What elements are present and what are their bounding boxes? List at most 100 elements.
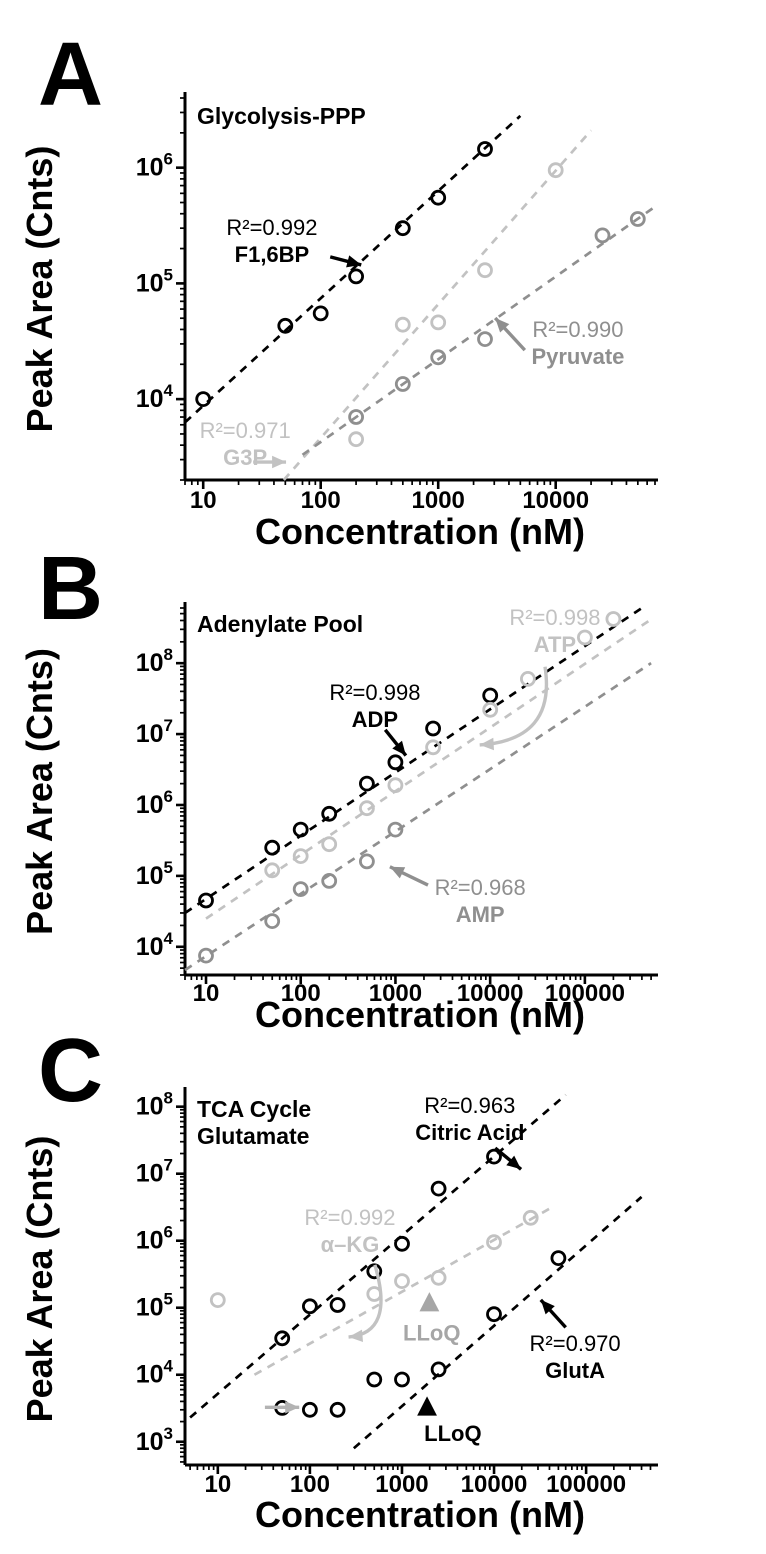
data-point <box>522 1209 539 1226</box>
y-tick-label: 106 <box>136 1223 173 1255</box>
series-ADP <box>184 606 643 915</box>
data-point <box>321 805 338 822</box>
x-tick-label: 100000 <box>545 980 625 1007</box>
annotation-text: R²=0.992 <box>226 215 317 240</box>
annotation-text: AMP <box>456 902 505 927</box>
annotation-text: LLoQ <box>424 1421 481 1446</box>
annotation-text: LLoQ <box>403 1320 460 1345</box>
y-tick-label: 103 <box>136 1424 173 1456</box>
y-tick-label: 105 <box>136 1290 173 1322</box>
x-axis-title: Concentration (nM) <box>255 994 585 1035</box>
y-tick-label: 105 <box>136 858 173 890</box>
data-point <box>425 739 442 756</box>
annotation-text: R²=0.998 <box>509 605 600 630</box>
x-tick-label: 100000 <box>546 1471 626 1498</box>
x-tick-label: 1000 <box>375 1471 428 1498</box>
data-point <box>486 1234 502 1251</box>
data-point <box>195 391 212 408</box>
panel-A-chart: 10 100 1000 10000 104 105 106 Concentration (nM… <box>19 92 658 552</box>
data-point <box>430 1361 447 1378</box>
annotation-text: R²=0.990 <box>532 317 623 342</box>
data-point <box>292 821 309 838</box>
lloq-marker <box>419 1292 440 1312</box>
x-tick-label: 10000 <box>522 487 589 514</box>
x-axis-title: Concentration (nM) <box>255 511 585 552</box>
data-point <box>348 409 365 425</box>
data-point <box>547 162 564 179</box>
x-tick-label: 1000 <box>369 980 422 1007</box>
trend-line <box>352 1195 643 1450</box>
y-tick-label: 104 <box>136 381 174 413</box>
series-G3P <box>281 129 593 481</box>
annotation: LLoQ <box>424 1421 481 1446</box>
data-point <box>264 839 281 856</box>
plot-title: TCA Cycle <box>197 1096 311 1122</box>
x-tick-label: 10 <box>193 980 220 1007</box>
data-point <box>366 1263 383 1280</box>
annotation-arrowhead <box>348 1329 363 1342</box>
panel-B-letter: B <box>38 539 103 639</box>
data-point <box>594 227 611 244</box>
data-point <box>209 1292 226 1309</box>
x-tick-label: 100 <box>281 980 321 1007</box>
x-tick-label: 10000 <box>457 980 524 1007</box>
annotation-text: ADP <box>352 707 398 732</box>
annotation <box>264 1401 300 1414</box>
data-point <box>387 754 404 771</box>
trend-line <box>281 129 593 481</box>
x-tick-label: 100 <box>290 1471 330 1498</box>
data-point <box>425 720 442 737</box>
data-point <box>348 268 365 285</box>
annotation: LLoQ <box>403 1320 460 1345</box>
data-point <box>321 872 338 889</box>
data-point <box>358 775 375 792</box>
annotation-arrowhead <box>346 255 362 268</box>
plot-title: Glycolysis-PPP <box>197 103 366 129</box>
y-tick-label: 107 <box>136 716 173 748</box>
series-F1,6BP <box>184 114 522 424</box>
data-point <box>482 701 499 718</box>
annotation-text: Pyruvate <box>531 344 624 369</box>
panel-B: B 10 100 1000 10000 100000 104 105 106 107 108 Con… <box>0 544 766 1038</box>
annotation-text: R²=0.970 <box>530 1331 621 1356</box>
x-tick-label: 10 <box>204 1471 231 1498</box>
data-point <box>550 1250 567 1267</box>
series-Citric Acid <box>189 1093 567 1419</box>
y-tick-label: 107 <box>136 1156 173 1188</box>
data-point <box>430 1269 447 1286</box>
data-point <box>329 1297 346 1313</box>
data-point <box>605 611 622 627</box>
panel-A-letter: A <box>38 25 103 125</box>
trend-line <box>184 662 652 972</box>
annotation-text: ATP <box>534 632 576 657</box>
x-tick-label: 10000 <box>461 1471 528 1498</box>
data-point <box>301 1401 318 1418</box>
series-ATP <box>205 611 651 920</box>
panel-A: A 10 100 1000 10000 104 105 106 Concentration (… <box>0 0 766 552</box>
annotation-arrowhead <box>479 737 494 751</box>
data-point <box>264 862 281 879</box>
data-point <box>387 821 404 838</box>
data-point <box>264 913 281 930</box>
y-axis-title: Peak Area (Cnts) <box>19 1136 60 1423</box>
y-axis-title: Peak Area (Cnts) <box>19 648 60 935</box>
data-point <box>486 1148 502 1165</box>
trend-line <box>184 114 522 424</box>
axes <box>176 92 658 489</box>
annotation-text: Citric Acid <box>415 1120 524 1145</box>
data-point <box>394 220 411 237</box>
data-point <box>292 881 309 898</box>
trend-line <box>253 1207 551 1376</box>
annotation-text: R²=0.971 <box>200 418 291 443</box>
annotation-text: R²=0.998 <box>329 680 420 705</box>
plot-title: Adenylate Pool <box>197 611 363 637</box>
lloq-marker <box>417 1396 437 1416</box>
